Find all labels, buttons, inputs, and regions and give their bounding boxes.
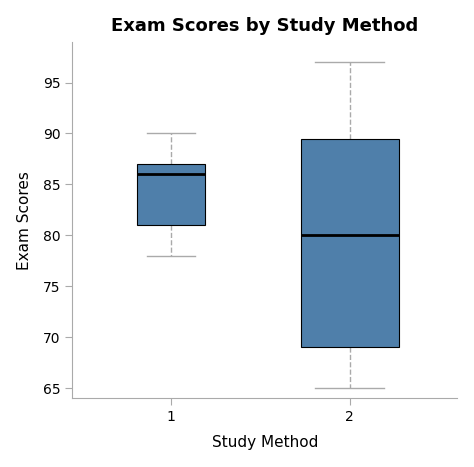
Bar <box>301 139 399 347</box>
Title: Exam Scores by Study Method: Exam Scores by Study Method <box>111 17 419 35</box>
Y-axis label: Exam Scores: Exam Scores <box>17 170 32 269</box>
Bar <box>137 164 205 225</box>
X-axis label: Study Method: Study Method <box>211 435 318 450</box>
